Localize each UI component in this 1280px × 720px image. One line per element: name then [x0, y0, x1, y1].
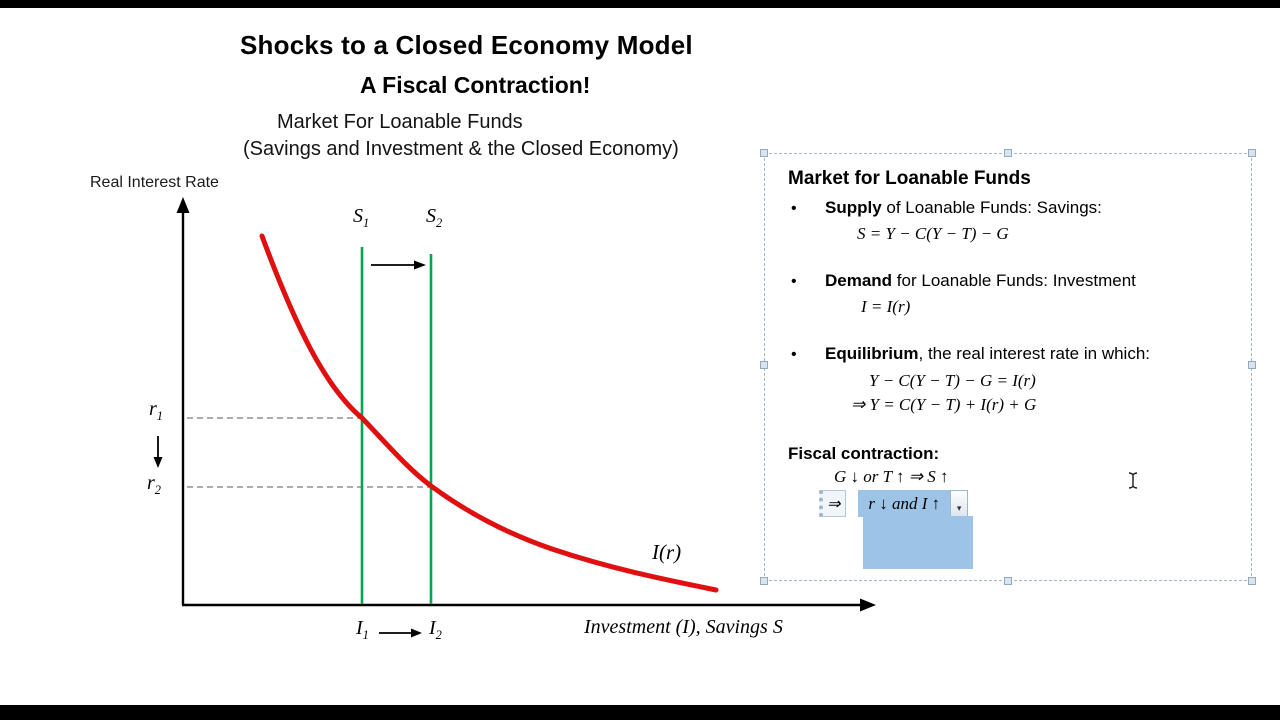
bullet-equilibrium: Equilibrium, the real interest rate in w… — [825, 344, 1151, 363]
supply-formula: S = Y − C(Y − T) − G — [857, 224, 1009, 243]
chevron-down-icon: ▾ — [956, 503, 962, 513]
equilibrium-formula-2: ⇒ Y = C(Y − T) + I(r) + G — [851, 395, 1037, 414]
notes-textbox[interactable]: Market for Loanable Funds • Supply of Lo… — [764, 153, 1252, 581]
selection-handle-top-right[interactable] — [1248, 149, 1256, 157]
bullet-demand: Demand for Loanable Funds: Investment — [825, 271, 1136, 290]
chart-subtitle: (Savings and Investment & the Closed Eco… — [243, 138, 679, 160]
y-axis-label: Real Interest Rate — [90, 174, 219, 191]
x-axis-label: Investment (I), Savings S — [584, 616, 783, 638]
bullet-icon: • — [791, 273, 797, 290]
selection-handle-bottom-left[interactable] — [760, 577, 768, 585]
letterbox-bottom — [0, 705, 1280, 720]
slide-title: Shocks to a Closed Economy Model — [240, 30, 693, 60]
s1-label: S1 — [353, 205, 370, 230]
i1-label: I1 — [356, 617, 369, 642]
equation-editor-control[interactable]: ⇒ r ↓ and I ↑ ▾ — [819, 490, 969, 517]
selection-handle-top-left[interactable] — [760, 149, 768, 157]
selection-handle-top-middle[interactable] — [1004, 149, 1012, 157]
r1-label: r1 — [149, 398, 163, 423]
rate-drop-arrowhead-icon — [153, 457, 163, 468]
demand-formula: I = I(r) — [861, 297, 911, 316]
equation-arrow-segment[interactable]: ⇒ — [819, 490, 847, 517]
selection-handle-bottom-right[interactable] — [1248, 577, 1256, 585]
y-axis-arrowhead-icon — [176, 197, 190, 213]
r2-label: r2 — [147, 472, 161, 497]
bullet-supply: Supply of Loanable Funds: Savings: — [825, 198, 1102, 217]
investment-shift-arrowhead-icon — [411, 628, 422, 638]
supply-shift-arrowhead-icon — [414, 260, 426, 270]
i2-label: I2 — [429, 617, 442, 642]
fiscal-contraction-label: Fiscal contraction: — [788, 444, 940, 463]
slide-subtitle: A Fiscal Contraction! — [360, 72, 591, 98]
selection-handle-middle-left[interactable] — [760, 361, 768, 369]
selection-highlight-block — [863, 516, 973, 569]
bullet-icon: • — [791, 346, 797, 363]
bullet-icon: • — [791, 200, 797, 217]
selection-handle-middle-right[interactable] — [1248, 361, 1256, 369]
letterbox-top — [0, 0, 1280, 8]
fiscal-formula-1: G ↓ or T ↑ ⇒ S ↑ — [834, 467, 949, 486]
s2-label: S2 — [426, 205, 443, 230]
selection-handle-bottom-middle[interactable] — [1004, 577, 1012, 585]
i-beam-cursor-icon — [1128, 472, 1138, 489]
chart-title: Market For Loanable Funds — [277, 111, 523, 133]
investment-demand-curve — [259, 233, 719, 593]
curve-label: I(r) — [652, 540, 682, 564]
equilibrium-formula-1: Y − C(Y − T) − G = I(r) — [869, 371, 1036, 390]
equation-dropdown-button[interactable]: ▾ — [950, 490, 969, 517]
equation-selected-text[interactable]: r ↓ and I ↑ — [858, 490, 951, 517]
panel-heading: Market for Loanable Funds — [788, 168, 1031, 189]
x-axis-arrowhead-icon — [860, 598, 876, 612]
